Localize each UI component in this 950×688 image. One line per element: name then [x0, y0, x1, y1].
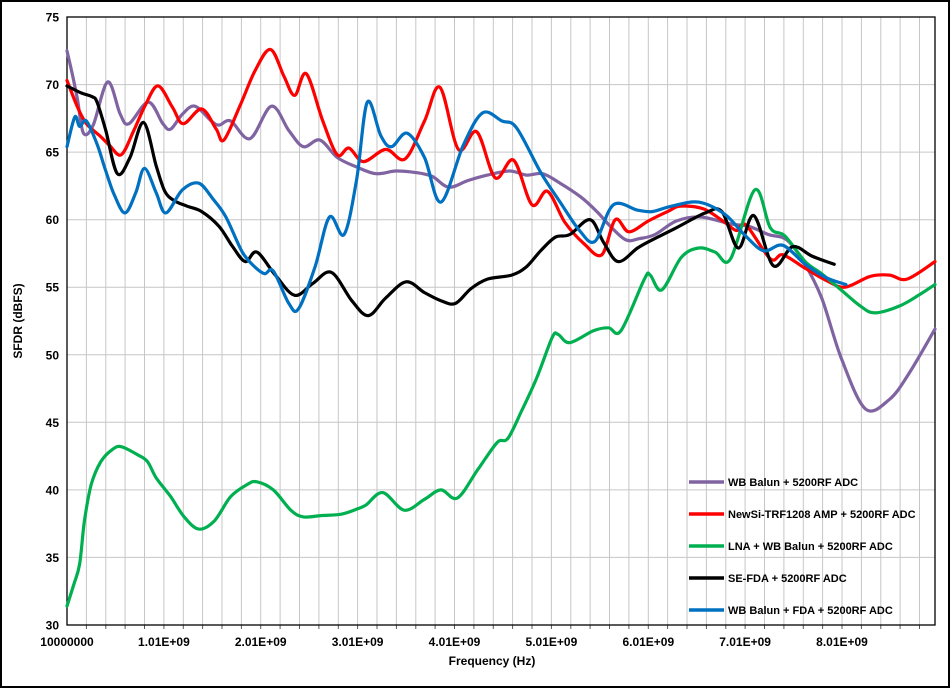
legend-item: NewSi-TRF1208 AMP + 5200RF ADC — [689, 509, 916, 521]
x-tick-label: 7.01E+09 — [719, 635, 771, 649]
y-tick-label: 60 — [46, 213, 60, 227]
legend-item: WB Balun + 5200RF ADC — [689, 477, 858, 489]
x-tick-label: 2.01E+09 — [235, 635, 287, 649]
y-tick-label: 35 — [46, 551, 60, 565]
x-tick-label: 3.01E+09 — [332, 635, 384, 649]
series-line-0 — [65, 49, 937, 413]
x-tick-label: 1.01E+09 — [138, 635, 190, 649]
legend-label: SE-FDA + 5200RF ADC — [728, 573, 847, 585]
y-tick-label: 40 — [46, 483, 60, 497]
legend: WB Balun + 5200RF ADC NewSi-TRF1208 AMP … — [689, 477, 916, 617]
y-tick-label: 75 — [46, 11, 60, 25]
legend-label: WB Balun + 5200RF ADC — [728, 477, 858, 489]
y-tick-label: 45 — [46, 416, 60, 430]
y-tick-label: 55 — [46, 281, 60, 295]
y-tick-label: 30 — [46, 619, 60, 633]
x-tick-label: 8.01E+09 — [816, 635, 868, 649]
series-lines — [65, 47, 937, 608]
series-line-3 — [65, 84, 836, 318]
legend-label: NewSi-TRF1208 AMP + 5200RF ADC — [728, 509, 916, 521]
legend-item: SE-FDA + 5200RF ADC — [689, 573, 847, 585]
legend-label: WB Balun + FDA + 5200RF ADC — [728, 605, 893, 617]
series-line-2 — [65, 188, 937, 608]
y-axis-title: SFDR (dBFS) — [11, 283, 25, 358]
grid-lines — [67, 17, 935, 625]
x-tick-label: 4.01E+09 — [429, 635, 481, 649]
axis-tick-marks — [85, 625, 920, 629]
y-tick-label: 50 — [46, 348, 60, 362]
legend-item: LNA + WB Balun + 5200RF ADC — [689, 541, 893, 553]
y-axis-tick-labels: 30 35 40 45 50 55 60 65 70 75 — [46, 11, 60, 633]
x-tick-label: 5.01E+09 — [526, 635, 578, 649]
legend-item: WB Balun + FDA + 5200RF ADC — [689, 605, 893, 617]
series-line-4 — [65, 99, 848, 314]
x-tick-label: 6.01E+09 — [622, 635, 674, 649]
y-tick-label: 65 — [46, 146, 60, 160]
y-tick-label: 70 — [46, 78, 60, 92]
legend-label: LNA + WB Balun + 5200RF ADC — [728, 541, 893, 553]
x-axis-title: Frequency (Hz) — [449, 654, 536, 668]
plot-area-border — [66, 16, 936, 626]
x-axis-tick-labels: 10000000 1.01E+09 2.01E+09 3.01E+09 4.01E+09… — [40, 635, 868, 649]
x-tick-label: 10000000 — [40, 635, 94, 649]
